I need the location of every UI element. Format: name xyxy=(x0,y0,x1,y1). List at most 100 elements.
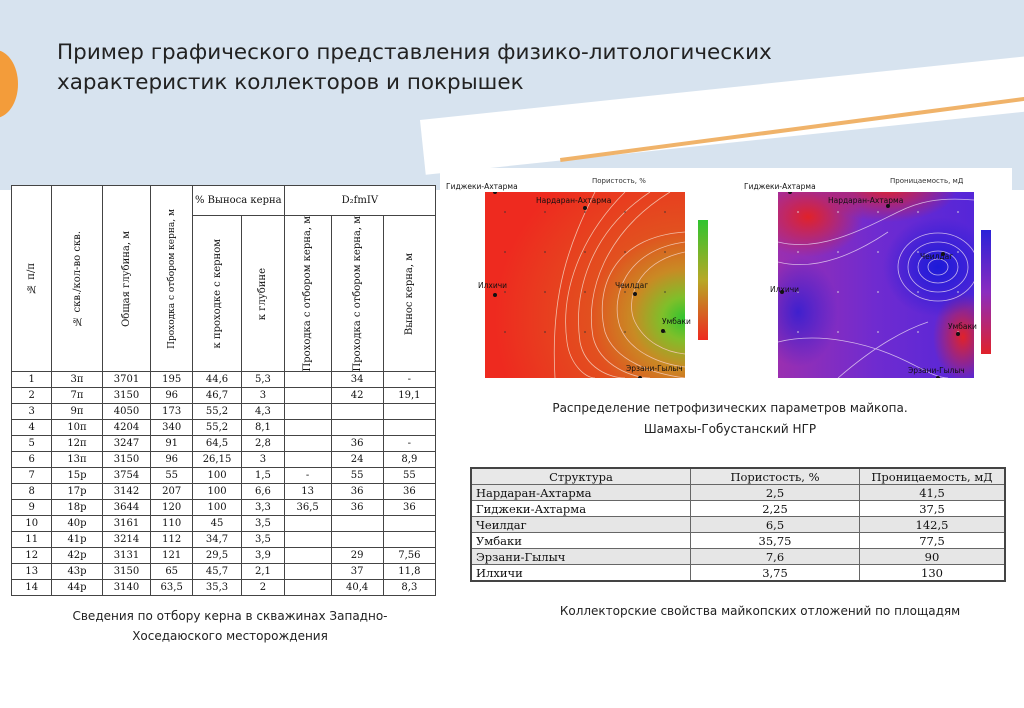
table-cell: 110 xyxy=(150,515,193,533)
table-cell: 7 xyxy=(10,467,53,485)
table-cell: 112 xyxy=(150,531,193,549)
porosity-map xyxy=(485,192,685,378)
table-cell: 340 xyxy=(150,419,193,437)
table-cell: Эрзани-Гылыч xyxy=(470,548,691,565)
table-cell xyxy=(330,403,384,421)
table-cell: 2 xyxy=(10,387,53,405)
table-row: 6 13п 3150 96 26,15 3 24 8,9 xyxy=(10,451,437,469)
table-cell: 36,5 xyxy=(283,499,332,517)
table-row: 11 41р 3214 112 34,7 3,5 xyxy=(10,531,437,549)
table-cell xyxy=(382,403,437,421)
col-header-cored: Проходка с отбором керна, м xyxy=(166,208,177,349)
table-cell xyxy=(382,515,437,533)
table-cell: 36 xyxy=(330,483,384,501)
table-cell xyxy=(283,579,332,597)
maps-caption-line2: Шамахы-Гобустанский НГР xyxy=(643,422,817,436)
table-cell: 1,5 xyxy=(241,467,285,485)
table-cell: 35,75 xyxy=(690,532,860,549)
table-cell xyxy=(283,531,332,549)
table-cell: 8,3 xyxy=(382,579,437,597)
maps-caption-line1: Распределение петрофизических параметров… xyxy=(552,401,908,415)
maps-panel: Пористость, % xyxy=(440,168,1012,390)
table-row: 10 40р 3161 110 45 3,5 xyxy=(10,515,437,533)
table-cell: 2 xyxy=(241,579,285,597)
table-cell: 41,5 xyxy=(859,484,1006,501)
permeability-label-ilkhichi: Илхичи xyxy=(770,285,800,294)
table-cell: 46,7 xyxy=(191,387,243,405)
table-cell: 5,3 xyxy=(241,371,285,389)
table-cell: 41р xyxy=(51,531,103,549)
table-cell: 8,9 xyxy=(382,451,437,469)
table-cell: 36 xyxy=(330,435,384,453)
table-row: Гиджеки-Ахтарма 2,25 37,5 xyxy=(470,500,1006,517)
table-cell: 100 xyxy=(191,499,243,517)
table-cell: 3214 xyxy=(101,531,152,549)
table-row: 7 15р 3754 55 100 1,5-55 55 xyxy=(10,467,437,485)
table-cell xyxy=(283,451,332,469)
table-cell: 3247 xyxy=(101,435,152,453)
table-row: Умбаки 35,75 77,5 xyxy=(470,532,1006,549)
table-cell: 45 xyxy=(191,515,243,533)
col-header-s-cored: Проходка с отбором керна, м xyxy=(351,216,363,372)
table-cell: 13 xyxy=(283,483,332,501)
permeability-map xyxy=(778,192,974,378)
table-cell: 40р xyxy=(51,515,103,533)
table-row: 14 44р 3140 63,5 35,3 2 40,4 8,3 xyxy=(10,579,437,597)
table-cell: 3,75 xyxy=(690,564,860,582)
table-cell: 3,5 xyxy=(241,515,285,533)
table-row: 1 3п 3701 195 44,6 5,3 34- xyxy=(10,371,437,389)
maps-caption: Распределение петрофизических параметров… xyxy=(480,398,980,440)
table-cell: 7п xyxy=(51,387,103,405)
col-header-depth: Общая глубина, м xyxy=(121,230,133,327)
left-caption: Сведения по отбору керна в скважинах Зап… xyxy=(20,606,440,646)
table-cell: - xyxy=(382,435,437,453)
slide-title: Пример графического представления физико… xyxy=(57,38,877,98)
table-cell: 34,7 xyxy=(191,531,243,549)
table-cell: - xyxy=(283,467,332,485)
table-cell: 55 xyxy=(382,467,437,485)
table-cell: 42р xyxy=(51,547,103,565)
table-cell: 42 xyxy=(330,387,384,405)
table-cell: 4050 xyxy=(101,403,152,421)
porosity-label-nardaran: Нардаран-Ахтарма xyxy=(536,196,612,205)
table-cell: 11 xyxy=(10,531,53,549)
permeability-color-scale xyxy=(981,230,991,354)
table-cell: 2,8 xyxy=(241,435,285,453)
table-cell: 6,5 xyxy=(690,516,860,533)
table-cell: - xyxy=(382,371,437,389)
table-cell: Илхичи xyxy=(470,564,691,582)
properties-caption: Коллекторские свойства майкопских отложе… xyxy=(559,604,961,618)
table-cell: 34 xyxy=(330,371,384,389)
porosity-map-title: Пористость, % xyxy=(592,177,646,185)
table-cell xyxy=(382,531,437,549)
table-cell: 3,5 xyxy=(241,531,285,549)
table-cell: 4204 xyxy=(101,419,152,437)
table-row: 3 9п 4050 173 55,2 4,3 xyxy=(10,403,437,421)
table-row: 9 18р 3644 120 100 3,3 36,5 36 36 xyxy=(10,499,437,517)
table-cell: 121 xyxy=(150,547,193,565)
reservoir-properties-table: Структура Пористость, % Проницаемость, м… xyxy=(470,467,1006,582)
table-cell: 173 xyxy=(150,403,193,421)
table-row: Нардаран-Ахтарма 2,5 41,5 xyxy=(470,484,1006,501)
table-cell: 6 xyxy=(10,451,53,469)
permeability-map-title: Проницаемость, мД xyxy=(890,177,964,185)
table-cell: 29,5 xyxy=(191,547,243,565)
table-row: 8 17р 3142 207 100 6,6 13 36 36 xyxy=(10,483,437,501)
table-cell: 100 xyxy=(191,467,243,485)
table-cell xyxy=(283,547,332,565)
table-cell: 55,2 xyxy=(191,419,243,437)
table-cell: 3 xyxy=(10,403,53,421)
table-cell: 3754 xyxy=(101,467,152,485)
table-cell: 45,7 xyxy=(191,563,243,581)
table-cell: 77,5 xyxy=(859,532,1006,549)
porosity-label-cheildag: Чеилдаг xyxy=(615,281,649,290)
table-cell: 44,6 xyxy=(191,371,243,389)
table-cell: 130 xyxy=(859,564,1006,582)
table-cell: 96 xyxy=(150,451,193,469)
table-cell: 3131 xyxy=(101,547,152,565)
table-cell: 55 xyxy=(150,467,193,485)
table-cell: 3644 xyxy=(101,499,152,517)
table-cell xyxy=(283,371,332,389)
table-row: 2 7п 3150 96 46,7 3 42 19,1 xyxy=(10,387,437,405)
table-cell xyxy=(283,419,332,437)
